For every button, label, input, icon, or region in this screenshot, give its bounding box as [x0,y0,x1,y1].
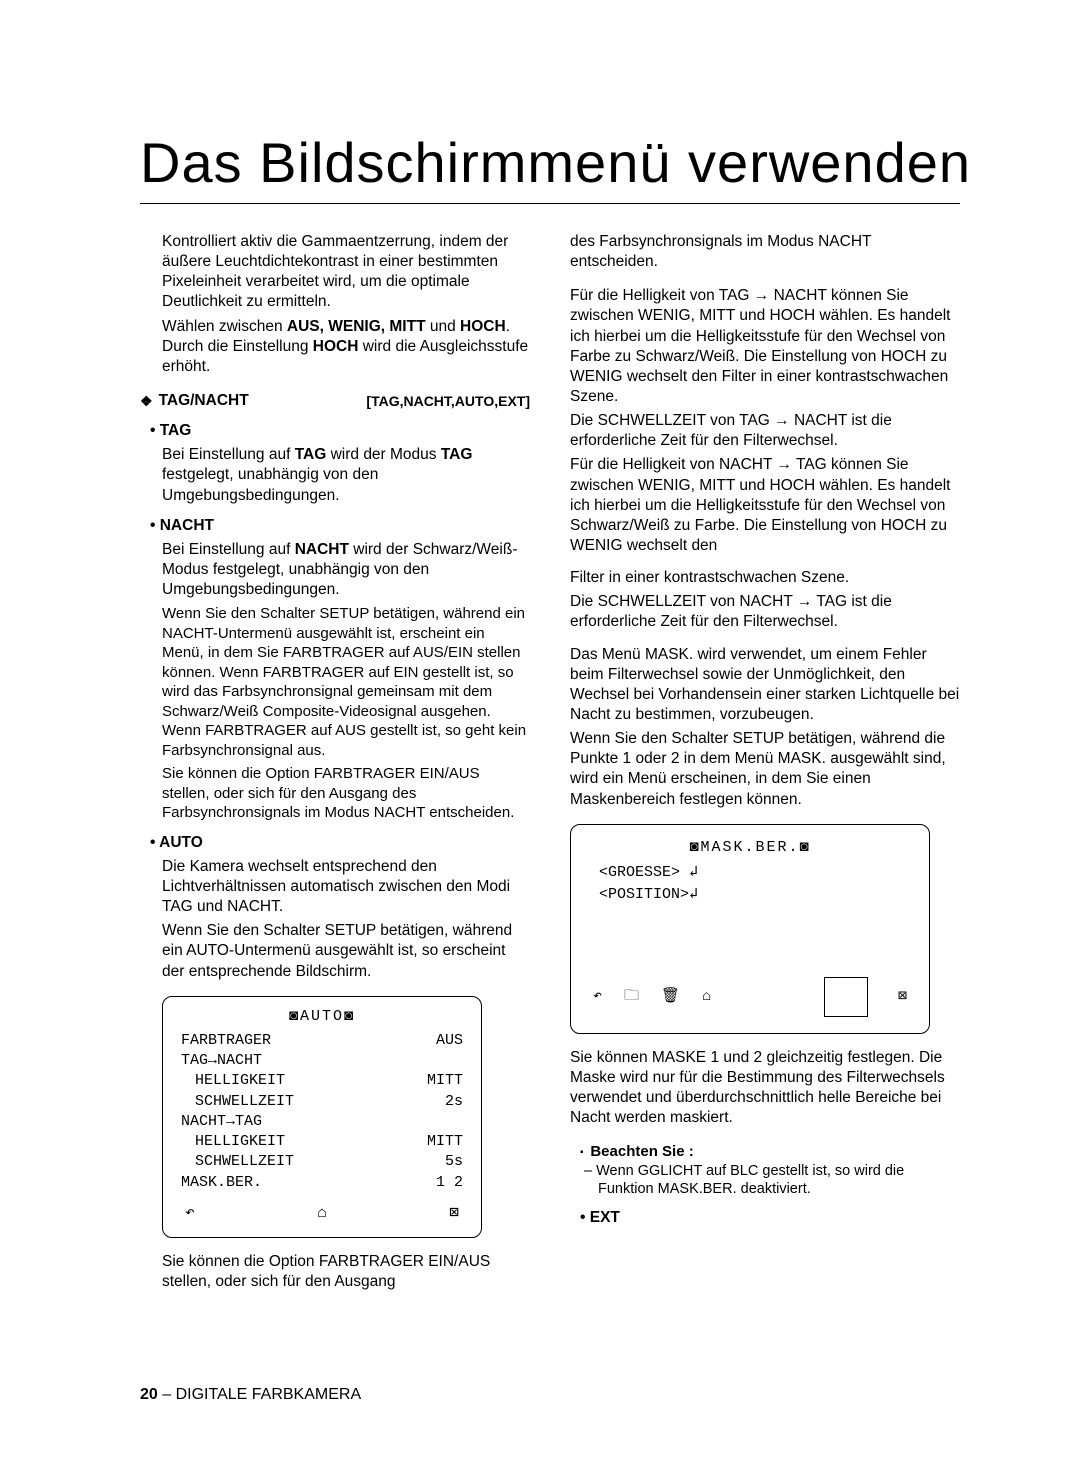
menu-row: HELLIGKEITMITT [181,1071,463,1091]
footer-label: DIGITALE FARBKAMERA [176,1386,362,1403]
menu-val: MITT [341,1071,463,1091]
col2-p1: des Farbsynchronsignals im Modus NACHT e… [570,232,960,272]
page-number: 20 [140,1386,158,1403]
menu-title: ◙AUTO◙ [181,1007,463,1027]
menu-row: <GROESSE> ↲ [589,862,911,884]
menu-icons: ↶ ⌂ ⊠ [181,1203,463,1225]
menu-key: TAG→NACHT [181,1051,341,1071]
col2-p2: Für die Helligkeit von TAG → NACHT könne… [570,286,960,407]
menu-key: NACHT→TAG [181,1112,341,1132]
back-icon: ↶ [593,986,602,1008]
col2-p8: Wenn Sie den Schalter SETUP betätigen, w… [570,729,960,810]
text-bold: NACHT [295,541,349,558]
col2-p3: Die SCHWELLZEIT von TAG → NACHT ist die … [570,411,960,451]
auto-menu-box: ◙AUTO◙ FARBTRAGERAUS TAG→NACHT HELLIGKEI… [162,996,482,1238]
menu-val: 5s [341,1152,463,1172]
save-icon: 🗀 [624,986,639,1008]
col2-p6: Die SCHWELLZEIT von NACHT → TAG ist die … [570,592,960,632]
text: Bei Einstellung auf [162,541,295,558]
menu-row: MASK.BER.1 2 [181,1173,463,1193]
tag-body: Bei Einstellung auf TAG wird der Modus T… [140,445,530,505]
note-head: Beachten Sie : [570,1142,960,1162]
bullet-tag: TAG [140,421,530,441]
section-tagnacht: ❖ TAG/NACHT [TAG,NACHT,AUTO,EXT] [140,391,530,411]
home-icon: ⌂ [702,986,711,1008]
text: – [158,1386,176,1403]
mask-menu-box: ◙MASK.BER.◙ <GROESSE> ↲ <POSITION>↲ ↶ 🗀 … [570,824,930,1034]
menu-row: NACHT→TAG [181,1112,463,1132]
menu-row: SCHWELLZEIT5s [181,1152,463,1172]
close-icon: ⊠ [898,986,907,1008]
col2-p4: Für die Helligkeit von NACHT → TAG könne… [570,455,960,556]
menu-val: 1 2 [341,1173,463,1193]
menu-row: TAG→NACHT [181,1051,463,1071]
after-menu-text: Sie können die Option FARBTRAGER EIN/AUS… [140,1252,530,1292]
col2-p7: Das Menü MASK. wird verwendet, um einem … [570,645,960,726]
menu-val: AUS [341,1031,463,1051]
bullet-nacht: NACHT [140,516,530,536]
menu-key: SCHWELLZEIT [181,1092,341,1112]
section-options: [TAG,NACHT,AUTO,EXT] [366,392,530,410]
left-column: Kontrolliert aktiv die Gammaentzerrung, … [140,232,530,1296]
menu-row: <POSITION>↲ [589,884,911,906]
menu-key: SCHWELLZEIT [181,1152,341,1172]
nacht-p1: Bei Einstellung auf NACHT wird der Schwa… [140,540,530,600]
trash-icon: 🗑 [661,986,680,1008]
menu-key: HELLIGKEIT [181,1071,341,1091]
menu-key: MASK.BER. [181,1173,341,1193]
menu-key: FARBTRAGER [181,1031,341,1051]
page-footer: 20 – DIGITALE FARBKAMERA [140,1386,361,1404]
text-bold: HOCH [460,318,506,335]
note-body: Wenn GGLICHT auf BLC gestellt ist, so wi… [570,1162,960,1198]
text: festgelegt, unabhängig von den Umgebungs… [162,466,378,503]
text: Bei Einstellung auf [162,446,295,463]
col2-p9: Sie können MASKE 1 und 2 gleichzeitig fe… [570,1048,960,1129]
para-options: Wählen zwischen AUS, WENIG, MITT und HOC… [140,317,530,377]
diamond-icon: ❖ [140,392,153,410]
col2-p5: Filter in einer kontrastschwachen Szene. [570,568,960,588]
text: und [426,318,460,335]
text: Wählen zwischen [162,318,287,335]
back-icon: ↶ [185,1203,195,1225]
nacht-p3: Sie können die Option FARBTRAGER EIN/AUS… [140,764,530,823]
close-icon: ⊠ [449,1203,459,1225]
bullet-ext: EXT [570,1208,960,1228]
menu-val: 2s [341,1092,463,1112]
home-icon: ⌂ [317,1203,327,1225]
text-bold: AUS, WENIG, MITT [287,318,426,335]
right-column: des Farbsynchronsignals im Modus NACHT e… [570,232,960,1296]
para-intro: Kontrolliert aktiv die Gammaentzerrung, … [140,232,530,313]
nacht-p2: Wenn Sie den Schalter SETUP betätigen, w… [140,604,530,760]
title-underline [140,203,960,204]
page-title: Das Bildschirmmenü verwenden [140,130,970,195]
text-bold: HOCH [313,338,359,355]
text-bold: TAG [295,446,327,463]
menu-val: MITT [341,1132,463,1152]
text: wird der Modus [326,446,441,463]
menu-title: ◙MASK.BER.◙ [589,837,911,859]
menu-row: HELLIGKEITMITT [181,1132,463,1152]
preview-box [824,977,868,1017]
menu-row: SCHWELLZEIT2s [181,1092,463,1112]
content-columns: Kontrolliert aktiv die Gammaentzerrung, … [140,232,970,1296]
menu-key: HELLIGKEIT [181,1132,341,1152]
auto-p1: Die Kamera wechselt entsprechend den Lic… [140,857,530,917]
section-label: TAG/NACHT [159,391,249,411]
auto-p2: Wenn Sie den Schalter SETUP betätigen, w… [140,921,530,981]
menu-row: FARBTRAGERAUS [181,1031,463,1051]
menu-icons: ↶ 🗀 🗑 ⌂ ⊠ [593,977,907,1017]
text-bold: TAG [441,446,473,463]
bullet-auto: AUTO [140,833,530,853]
